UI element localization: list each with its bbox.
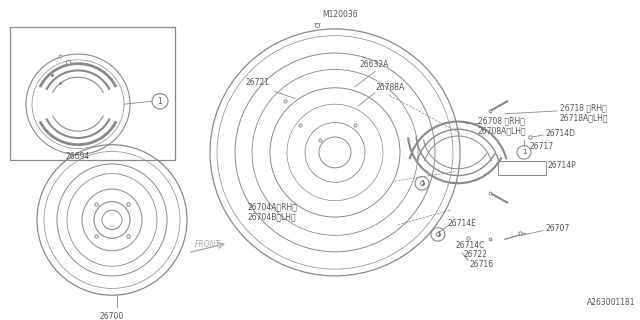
- Text: 26721: 26721: [245, 78, 269, 87]
- Text: 26708 〈RH〉: 26708 〈RH〉: [478, 116, 525, 125]
- Text: 26718 〈RH〉: 26718 〈RH〉: [560, 104, 607, 113]
- Text: 26716: 26716: [470, 260, 494, 269]
- Text: 26788A: 26788A: [375, 83, 404, 92]
- Bar: [498, 161, 546, 175]
- Text: 26714C: 26714C: [455, 241, 484, 250]
- Text: 26714E: 26714E: [448, 219, 477, 228]
- Text: 26694: 26694: [66, 152, 90, 161]
- Text: 26700: 26700: [100, 312, 124, 320]
- Text: 26704A〈RH〉: 26704A〈RH〉: [248, 203, 298, 212]
- Text: 26722: 26722: [463, 250, 487, 259]
- Text: A263001181: A263001181: [586, 298, 635, 307]
- Text: 1: 1: [157, 97, 163, 106]
- Text: 1: 1: [436, 231, 440, 237]
- Text: 1: 1: [420, 180, 424, 186]
- Text: 26707: 26707: [545, 224, 569, 233]
- Text: 26714P: 26714P: [548, 161, 577, 171]
- Text: 26704B〈LH〉: 26704B〈LH〉: [248, 212, 296, 221]
- Text: 26718A〈LH〉: 26718A〈LH〉: [560, 113, 609, 122]
- Text: 26632A: 26632A: [360, 60, 389, 69]
- Text: 26714D: 26714D: [545, 129, 575, 138]
- Text: 26708A〈LH〉: 26708A〈LH〉: [478, 127, 527, 136]
- Text: 26717: 26717: [530, 142, 554, 151]
- Bar: [10, 27, 175, 160]
- Text: 1: 1: [522, 149, 526, 156]
- Text: M120036: M120036: [322, 10, 358, 19]
- Text: FRONT: FRONT: [195, 240, 221, 249]
